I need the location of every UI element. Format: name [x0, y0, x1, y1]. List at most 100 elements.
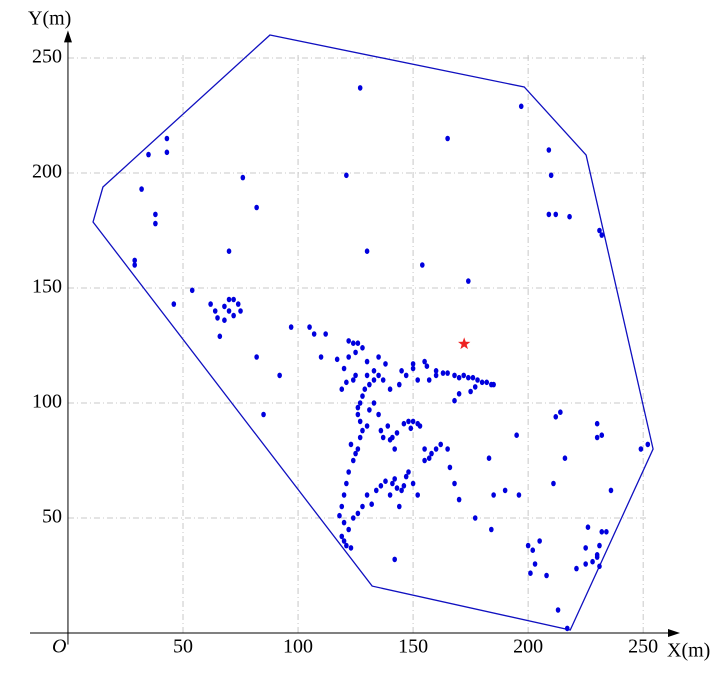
point — [445, 370, 450, 376]
point — [376, 372, 381, 379]
point — [364, 423, 370, 429]
point — [403, 372, 409, 379]
point — [410, 418, 416, 425]
point — [215, 315, 220, 321]
point — [594, 420, 600, 427]
point — [344, 379, 349, 386]
point — [353, 450, 358, 457]
point — [583, 561, 588, 567]
point — [383, 478, 388, 485]
point — [364, 492, 370, 498]
point — [396, 381, 402, 388]
x-tick-label: 150 — [398, 636, 428, 658]
point — [367, 407, 372, 413]
point — [585, 524, 591, 530]
point — [238, 308, 243, 314]
y-tick-label: 250 — [32, 46, 62, 68]
point — [387, 386, 393, 393]
point — [422, 358, 427, 365]
point — [429, 450, 434, 457]
point — [189, 287, 195, 294]
point — [489, 526, 494, 533]
point — [222, 303, 227, 310]
point — [240, 174, 246, 181]
y-axis-arrow — [63, 30, 72, 43]
point — [583, 545, 588, 551]
point — [597, 563, 602, 570]
point — [433, 368, 439, 374]
point — [445, 135, 450, 142]
point — [371, 368, 377, 374]
point — [426, 455, 432, 462]
point — [355, 340, 361, 347]
point — [406, 418, 411, 425]
point — [456, 391, 462, 397]
point — [594, 434, 600, 441]
point — [339, 503, 345, 510]
point — [394, 430, 400, 436]
point — [226, 296, 232, 303]
point — [132, 257, 137, 264]
point — [599, 232, 605, 238]
point — [514, 432, 519, 439]
point — [530, 547, 536, 553]
point — [479, 379, 485, 386]
point — [562, 455, 568, 462]
hull — [92, 34, 654, 631]
point — [486, 455, 492, 462]
point — [551, 480, 556, 487]
point — [350, 457, 356, 464]
point — [341, 492, 347, 498]
point — [502, 487, 508, 494]
point — [394, 485, 400, 491]
point — [417, 423, 423, 429]
point — [392, 556, 397, 563]
point — [360, 503, 365, 510]
point — [546, 147, 552, 153]
point — [378, 427, 384, 434]
point — [525, 542, 531, 549]
point — [415, 377, 420, 383]
point — [139, 186, 144, 192]
point — [594, 552, 600, 558]
point — [357, 400, 363, 406]
origin-label: O — [52, 636, 66, 658]
point — [408, 425, 414, 432]
y-axis-label: Y(m) — [28, 8, 71, 30]
point — [452, 372, 457, 379]
point — [307, 324, 312, 330]
point — [420, 262, 425, 268]
point — [456, 496, 462, 503]
point — [396, 503, 402, 510]
point — [226, 248, 232, 254]
point — [558, 409, 563, 416]
point — [645, 441, 651, 448]
point — [466, 278, 471, 284]
point — [355, 404, 361, 411]
y-tick-label: 150 — [32, 276, 62, 298]
x-tick-label: 200 — [513, 636, 543, 658]
point — [424, 363, 430, 370]
point — [468, 388, 473, 395]
point — [350, 377, 356, 383]
point — [440, 370, 446, 376]
point — [390, 434, 395, 441]
point — [564, 625, 570, 632]
point — [355, 446, 361, 452]
point — [235, 301, 241, 307]
point — [491, 492, 496, 498]
point — [475, 377, 480, 383]
point — [403, 473, 409, 480]
point — [599, 432, 605, 439]
point — [604, 529, 609, 535]
point — [355, 510, 361, 517]
x-tick-label: 100 — [283, 636, 313, 658]
point — [537, 538, 542, 544]
point — [226, 308, 232, 314]
point — [132, 262, 137, 268]
point — [364, 372, 370, 379]
point — [518, 103, 524, 110]
point — [164, 135, 170, 142]
point — [346, 469, 351, 475]
point — [371, 377, 377, 383]
